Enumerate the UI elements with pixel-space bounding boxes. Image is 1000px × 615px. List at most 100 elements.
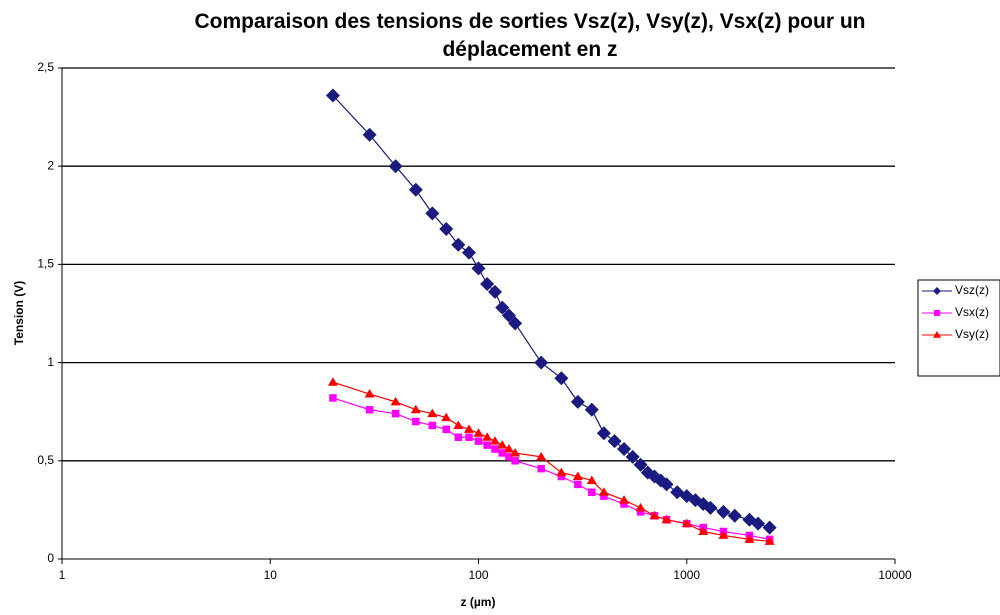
- x-tick-label: 1: [59, 568, 66, 582]
- data-point: [649, 510, 660, 520]
- data-point: [536, 451, 547, 461]
- data-point: [325, 88, 340, 103]
- data-point: [463, 424, 474, 433]
- data-point: [534, 355, 549, 370]
- data-point: [473, 428, 484, 437]
- data-point: [428, 421, 437, 430]
- data-point: [572, 471, 583, 481]
- data-point: [574, 480, 582, 489]
- data-point: [681, 518, 692, 528]
- x-tick-label: 10: [264, 568, 278, 582]
- data-point: [483, 441, 491, 449]
- data-point: [495, 300, 510, 315]
- y-tick-label: 1: [47, 355, 54, 369]
- data-point: [557, 472, 566, 481]
- data-point: [501, 308, 516, 323]
- data-point: [619, 495, 630, 504]
- legend-label: Vsy(z): [955, 327, 989, 341]
- legend-label: Vsz(z): [955, 283, 989, 297]
- data-point: [471, 261, 486, 276]
- data-point: [451, 237, 466, 252]
- data-point: [584, 402, 599, 417]
- data-point: [461, 245, 476, 260]
- data-point: [661, 514, 672, 524]
- data-point: [498, 449, 506, 457]
- x-tick-label: 10000: [878, 568, 912, 582]
- y-tick-label: 1,5: [37, 257, 54, 271]
- data-point: [441, 412, 452, 422]
- data-point: [439, 222, 454, 237]
- legend-marker: [933, 331, 941, 338]
- data-point: [453, 420, 464, 429]
- y-tick-label: 0: [47, 551, 54, 565]
- data-point: [388, 159, 403, 174]
- legend-label: Vsx(z): [955, 305, 989, 319]
- data-point: [703, 500, 718, 515]
- series-line: [332, 95, 770, 529]
- data-point: [588, 488, 596, 496]
- x-tick-label: 100: [468, 568, 488, 582]
- data-point: [636, 508, 645, 516]
- data-point: [511, 457, 519, 465]
- y-tick-label: 0,5: [37, 453, 54, 467]
- chart-title: Comparaison des tensions de sorties Vsz(…: [194, 10, 866, 61]
- data-point: [625, 449, 640, 464]
- data-point: [425, 206, 440, 221]
- data-point: [600, 492, 608, 500]
- x-axis-label: z (µm): [461, 595, 496, 609]
- data-point: [617, 442, 632, 457]
- data-point: [620, 500, 628, 508]
- data-point: [390, 396, 401, 406]
- data-point: [744, 534, 755, 543]
- data-point: [412, 417, 420, 426]
- data-point: [454, 433, 463, 441]
- y-tick-label: 2,5: [37, 60, 54, 74]
- data-point: [327, 377, 338, 386]
- data-point: [596, 426, 611, 441]
- data-point: [480, 277, 495, 292]
- series-line: [332, 381, 770, 542]
- series-line: [332, 397, 770, 540]
- data-point: [537, 464, 545, 473]
- data-point: [491, 445, 499, 453]
- data-point: [633, 457, 648, 472]
- data-point: [598, 487, 609, 496]
- data-point: [635, 502, 646, 512]
- data-point: [570, 394, 585, 409]
- data-point: [505, 453, 513, 461]
- data-point: [489, 436, 500, 445]
- data-point: [716, 504, 731, 519]
- data-point: [762, 520, 777, 535]
- data-point: [408, 182, 423, 197]
- data-point: [474, 437, 483, 445]
- data-point: [497, 440, 508, 449]
- y-axis-label: Tension (V): [12, 281, 26, 345]
- data-point: [586, 475, 597, 484]
- data-point: [465, 433, 473, 441]
- legend-marker: [933, 287, 941, 295]
- data-point: [508, 316, 523, 331]
- y-tick-label: 2: [47, 158, 54, 172]
- data-point: [698, 526, 709, 536]
- data-point: [442, 425, 450, 434]
- data-point: [607, 434, 622, 449]
- data-point: [556, 467, 567, 477]
- data-point: [510, 447, 521, 457]
- legend-marker: [934, 310, 940, 316]
- data-point: [764, 536, 775, 545]
- data-point: [365, 405, 374, 414]
- data-point: [751, 516, 766, 531]
- data-point: [482, 432, 493, 441]
- data-point: [329, 394, 337, 402]
- data-point: [364, 389, 375, 398]
- data-point: [362, 127, 377, 142]
- data-point: [503, 444, 514, 453]
- x-tick-label: 1000: [673, 568, 700, 582]
- data-point: [718, 530, 729, 539]
- data-point: [487, 284, 502, 299]
- data-point: [727, 508, 742, 523]
- data-point: [659, 477, 674, 492]
- data-point: [391, 409, 400, 418]
